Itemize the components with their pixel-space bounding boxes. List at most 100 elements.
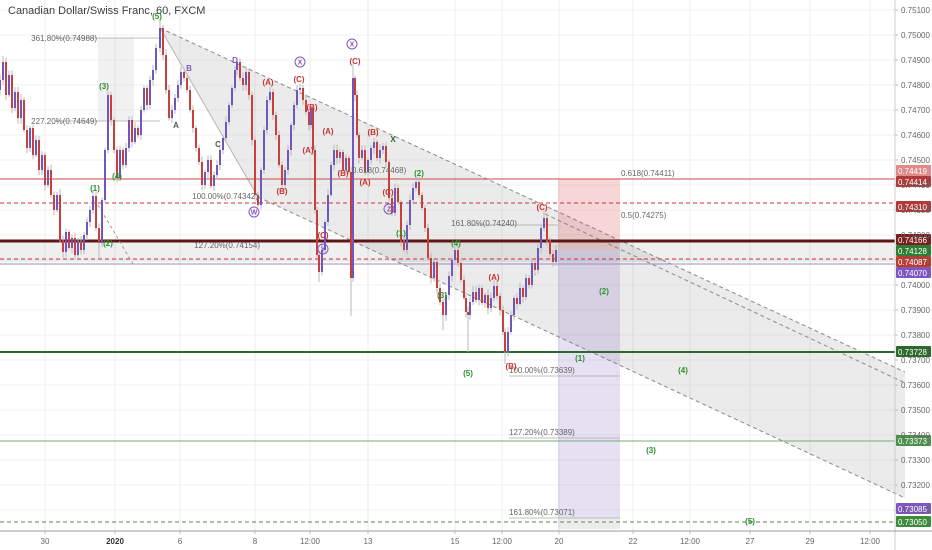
price-badge-text: 0.74419 bbox=[898, 167, 927, 176]
price-tick-label: 0.75100 bbox=[901, 6, 930, 15]
wave-label: (4) bbox=[451, 239, 461, 248]
circled-wave-label bbox=[317, 243, 329, 255]
symbol-title[interactable]: Canadian Dollar/Swiss Franc, 60, FXCM bbox=[8, 5, 206, 17]
wave-label: A bbox=[173, 121, 179, 130]
fib-label: 127.20%(0.74154) bbox=[194, 241, 260, 250]
price-badge-text: 0.73728 bbox=[898, 348, 927, 357]
price-tick-label: 0.73500 bbox=[901, 406, 930, 415]
price-axis-badge bbox=[896, 516, 931, 527]
price-axis-badge bbox=[896, 201, 931, 212]
fib-label: 0.618(0.74468) bbox=[352, 166, 407, 175]
price-tick-label: 0.73400 bbox=[901, 431, 930, 440]
price-axis-badge bbox=[896, 234, 931, 245]
fib-label: 100.00%(0.73639) bbox=[509, 366, 575, 375]
price-tick-label: 0.74600 bbox=[901, 131, 930, 140]
price-badge-text: 0.73050 bbox=[898, 518, 927, 527]
wave-label: X bbox=[390, 135, 396, 144]
wave-label: (B) bbox=[367, 128, 378, 137]
price-axis-badge bbox=[896, 245, 931, 256]
wave-label: (C) bbox=[349, 57, 360, 66]
price-tick-label: 0.74900 bbox=[901, 56, 930, 65]
wave-label: (4) bbox=[678, 366, 688, 375]
time-tick-label: 27 bbox=[746, 537, 755, 546]
price-tick-label: 0.73900 bbox=[901, 306, 930, 315]
time-tick-label: 20 bbox=[555, 537, 564, 546]
wave-label: (A) bbox=[359, 178, 370, 187]
time-tick-label: 2020 bbox=[106, 537, 124, 546]
time-axis[interactable] bbox=[44, 531, 871, 534]
time-tick-label: 30 bbox=[41, 537, 50, 546]
wave-label: (1) bbox=[396, 229, 406, 238]
wave-label: (1) bbox=[575, 354, 585, 363]
wave-label: (C) bbox=[382, 188, 393, 197]
wave-label: (C) bbox=[536, 203, 547, 212]
wave-label: (B) bbox=[306, 103, 317, 112]
fib-label: 0.5(0.74275) bbox=[621, 211, 667, 220]
time-tick-label: 12:00 bbox=[300, 537, 321, 546]
time-tick-label: 6 bbox=[178, 537, 183, 546]
wave-label: (A) bbox=[488, 273, 499, 282]
wave-label: (2) bbox=[599, 287, 609, 296]
circled-wave-letter: Y bbox=[321, 247, 326, 254]
channel-left-edge bbox=[159, 27, 259, 198]
circled-wave-letter: X bbox=[350, 42, 355, 49]
price-tick-label: 0.74000 bbox=[901, 281, 930, 290]
price-axis-badge bbox=[896, 165, 931, 176]
demand-zone-purple[interactable] bbox=[558, 250, 620, 518]
channel-upper-line[interactable] bbox=[159, 27, 906, 373]
price-axis-badge bbox=[896, 435, 931, 446]
fib-label: 227.20%(0.74649) bbox=[31, 117, 97, 126]
wave-label: (5) bbox=[463, 369, 473, 378]
wave-label: (C) bbox=[317, 231, 328, 240]
wave-label: (C) bbox=[293, 75, 304, 84]
wave-label: (2) bbox=[414, 169, 424, 178]
price-tick-label: 0.74700 bbox=[901, 106, 930, 115]
price-badge-text: 0.74087 bbox=[898, 258, 927, 267]
supply-zone-red[interactable] bbox=[558, 179, 620, 250]
fib-retracement-box bbox=[98, 38, 134, 121]
price-axis-badge bbox=[896, 176, 931, 187]
time-tick-label: 8 bbox=[253, 537, 258, 546]
price-badge-text: 0.74310 bbox=[898, 203, 927, 212]
time-tick-label: 12:00 bbox=[680, 537, 701, 546]
price-axis-badge bbox=[896, 346, 931, 357]
price-badge-text: 0.74070 bbox=[898, 269, 927, 278]
wave-label: B bbox=[186, 64, 192, 73]
wave-label: C bbox=[215, 140, 221, 149]
time-tick-label: 22 bbox=[629, 537, 638, 546]
wave-label: (B) bbox=[337, 169, 348, 178]
circled-wave-letter: X bbox=[298, 60, 303, 67]
price-tick-label: 0.73600 bbox=[901, 381, 930, 390]
fib-label: 161.80%(0.73071) bbox=[509, 508, 575, 517]
fib-label: 361.80%(0.74988) bbox=[31, 34, 97, 43]
price-tick-label: 0.73700 bbox=[901, 356, 930, 365]
price-tick-label: 0.73100 bbox=[901, 506, 930, 515]
circled-wave-label bbox=[383, 203, 395, 215]
wave-label: (A) bbox=[262, 78, 273, 87]
wave-label: (5) bbox=[152, 12, 162, 21]
price-tick-label: 0.74300 bbox=[901, 206, 930, 215]
price-badge-text: 0.74128 bbox=[898, 247, 927, 256]
price-tick-label: 0.73200 bbox=[901, 481, 930, 490]
circled-wave-label bbox=[248, 206, 260, 218]
price-tick-label: 0.75000 bbox=[901, 31, 930, 40]
price-axis[interactable] bbox=[895, 9, 931, 527]
wave-label: (3) bbox=[99, 82, 109, 91]
time-tick-label: 29 bbox=[806, 537, 815, 546]
wave-label: (4) bbox=[112, 172, 122, 181]
price-tick-label: 0.74800 bbox=[901, 81, 930, 90]
circled-wave-letter: W bbox=[251, 210, 258, 217]
price-tick-label: 0.74200 bbox=[901, 231, 930, 240]
price-tick-label: 0.74500 bbox=[901, 156, 930, 165]
wave-label: (A) bbox=[322, 127, 333, 136]
wave-label: (1) bbox=[90, 184, 100, 193]
wave-label: (B) bbox=[505, 362, 516, 371]
wave-label: (A) bbox=[302, 146, 313, 155]
wave-label: (B) bbox=[276, 187, 287, 196]
zone-grey-strip[interactable] bbox=[558, 518, 620, 529]
price-badge-text: 0.74414 bbox=[898, 178, 927, 187]
price-tick-label: 0.73300 bbox=[901, 456, 930, 465]
price-axis-badge bbox=[896, 503, 931, 514]
